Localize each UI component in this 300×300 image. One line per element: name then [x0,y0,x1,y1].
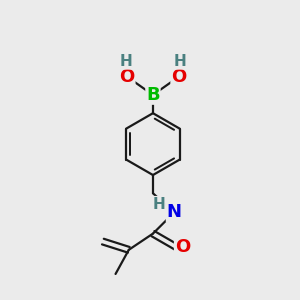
Text: H: H [152,197,165,212]
Text: O: O [119,68,135,86]
Text: H: H [119,54,132,69]
Text: N: N [167,203,182,221]
Text: H: H [174,54,187,69]
Text: B: B [146,86,160,104]
Text: O: O [175,238,190,256]
Text: O: O [171,68,187,86]
